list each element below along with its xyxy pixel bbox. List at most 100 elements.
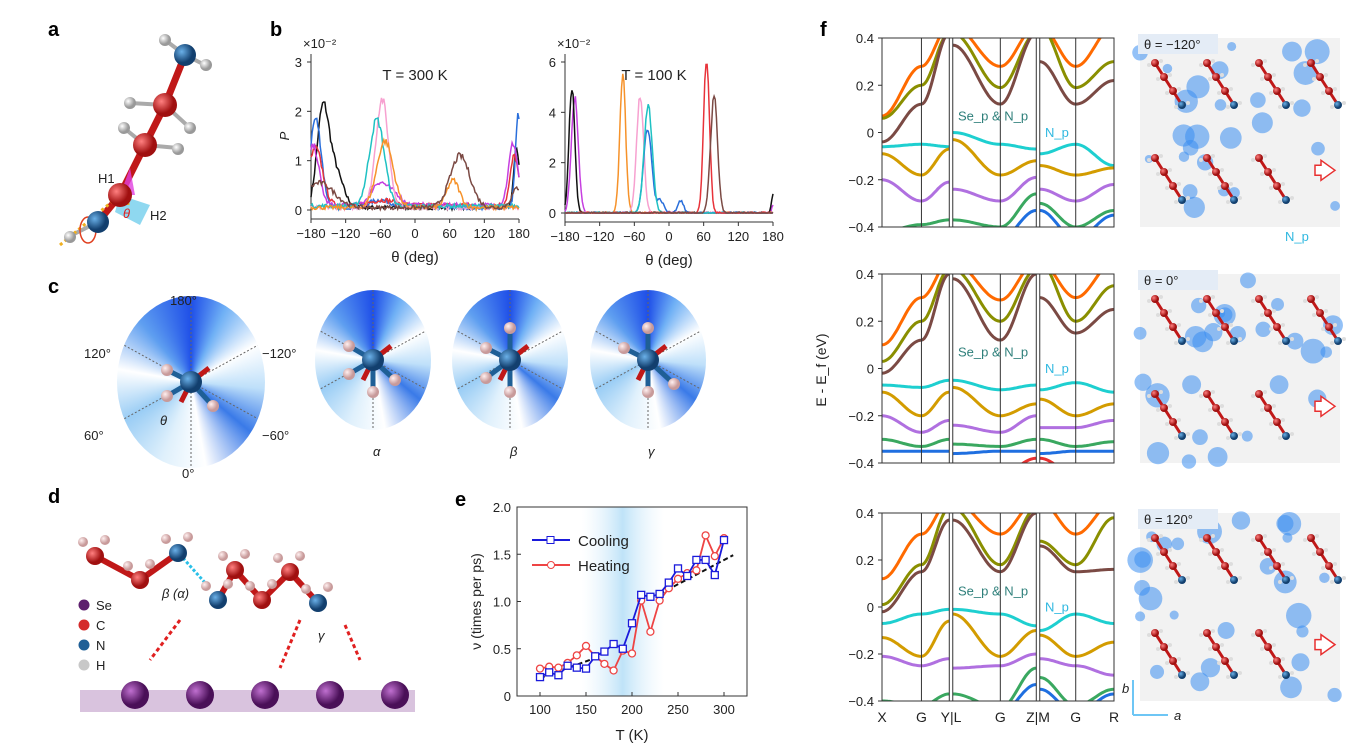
x-tick-label: −60 xyxy=(623,229,645,244)
hydrogen-atom xyxy=(1290,101,1294,105)
y-tick-label: 1.0 xyxy=(493,595,511,610)
series-line-0 xyxy=(310,101,520,212)
hydrogen-atom xyxy=(1226,675,1230,679)
hydrogen-atom xyxy=(1278,341,1282,345)
hydrogen-atom xyxy=(1260,77,1264,81)
atom xyxy=(1151,390,1159,398)
atom xyxy=(1178,196,1186,204)
nitrogen-atom xyxy=(499,349,521,371)
hydrogen-atom xyxy=(618,342,630,354)
charge-blob xyxy=(1207,447,1228,467)
y-tick-label: −0.4 xyxy=(848,456,874,471)
state-beta: β xyxy=(509,444,518,459)
atom xyxy=(1264,548,1272,556)
panel-label-e: e xyxy=(455,489,466,511)
band-line xyxy=(1039,612,1114,632)
chart-f-bands: −0.4 −0.2 0 0.2 0.4 Se_p & N_p N_p −0.4 −0.2 0 0.2… xyxy=(813,31,1119,725)
hydrogen-atom xyxy=(343,340,355,352)
y-tick-label: 2.0 xyxy=(493,500,511,515)
charge-blob xyxy=(1127,547,1153,573)
atom xyxy=(1160,643,1168,651)
band-line xyxy=(882,142,950,149)
atom xyxy=(1221,87,1229,95)
hydrogen-atom xyxy=(1147,633,1151,637)
atom xyxy=(1307,534,1315,542)
band-line xyxy=(952,378,1037,392)
hydrogen-atom xyxy=(1226,580,1230,584)
bands xyxy=(882,38,1114,227)
atom xyxy=(1230,576,1238,584)
hydrogen-atom xyxy=(1269,566,1273,570)
hydrogen-atom xyxy=(1220,643,1224,647)
hydrogen-atom xyxy=(1159,59,1163,63)
hydrogen-atom xyxy=(1260,647,1264,651)
charge-blob xyxy=(1241,430,1253,442)
y-tick-label: 3 xyxy=(295,55,302,70)
atom xyxy=(1212,548,1220,556)
hydrogen-atom xyxy=(668,378,680,390)
hydrogen-atom xyxy=(1199,158,1203,162)
band-line xyxy=(952,175,1037,203)
data-point xyxy=(581,664,591,673)
hydrogen-atom xyxy=(1186,337,1190,341)
charge-blob xyxy=(1271,297,1284,311)
hydrogen-atom xyxy=(1229,657,1233,661)
atom xyxy=(1273,182,1281,190)
hydrogen-atom xyxy=(1333,87,1337,91)
carbon-atom xyxy=(253,591,271,609)
atom xyxy=(1169,87,1177,95)
angle-0: 0° xyxy=(182,466,194,481)
hydrogen-atom xyxy=(1330,341,1334,345)
hydrogen-atom xyxy=(1229,182,1233,186)
disc-molecule xyxy=(124,296,258,468)
series-line-2 xyxy=(565,73,773,214)
hydrogen-atom xyxy=(1199,538,1203,542)
atom xyxy=(1178,671,1186,679)
band-line xyxy=(1039,544,1114,574)
data-point xyxy=(572,663,581,672)
atom xyxy=(1160,548,1168,556)
band-panel: −0.4 −0.2 0 0.2 0.4 Se_p & N_p N_p xyxy=(848,506,1115,709)
band-line xyxy=(1014,683,1037,701)
hydrogen-atom xyxy=(295,551,305,561)
charge-blob xyxy=(1286,602,1312,629)
hydrogen-atom xyxy=(1156,647,1160,651)
atom xyxy=(1282,576,1290,584)
hydrogen-atom xyxy=(1238,337,1242,341)
x-tick-label: −120 xyxy=(585,229,614,244)
charge-blob xyxy=(1276,515,1294,533)
charge-blob xyxy=(1227,41,1237,51)
atom xyxy=(1151,59,1159,67)
band-line xyxy=(1039,633,1114,658)
data-point xyxy=(535,672,545,682)
hydrogen-atom xyxy=(183,532,193,542)
band-line xyxy=(882,274,941,347)
hydrogen-atom xyxy=(1186,101,1190,105)
nitrogen-atom xyxy=(209,591,227,609)
atom xyxy=(1316,309,1324,317)
charge-blob xyxy=(1286,332,1304,350)
hydrogen-atom xyxy=(1168,404,1172,408)
angle-neg60: −60° xyxy=(262,428,289,443)
hydrogen-atom xyxy=(1165,422,1169,426)
atom xyxy=(1264,404,1272,412)
charge-blob xyxy=(1231,511,1251,530)
band-line xyxy=(959,513,1032,567)
hydrogen-atom xyxy=(1159,390,1163,394)
charge-blob xyxy=(1293,61,1318,85)
hydrogen-atom xyxy=(1165,661,1169,665)
hydrogen-atom xyxy=(1269,186,1273,190)
hydrogen-atom xyxy=(1177,182,1181,186)
hydrogen-atom xyxy=(1278,200,1282,204)
atom xyxy=(1221,418,1229,426)
hydrogen-atom xyxy=(1260,552,1264,556)
hydrogen-atom xyxy=(1272,404,1276,408)
hydrogen-atom xyxy=(1330,105,1334,109)
y-tick-label: −0.2 xyxy=(848,173,874,188)
atom xyxy=(1151,534,1159,542)
hydrogen-atom xyxy=(1211,295,1215,299)
band-line xyxy=(882,147,950,177)
band-label-np: N_p xyxy=(1045,361,1069,376)
y-axis-title: E - E_f (eV) xyxy=(813,333,829,406)
hydrogen-atom xyxy=(1211,154,1215,158)
